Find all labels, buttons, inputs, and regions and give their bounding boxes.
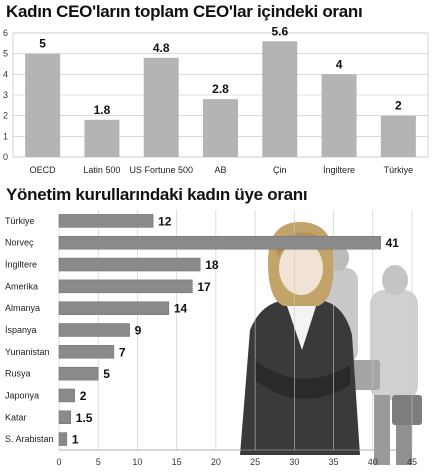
ceo-y-tick: 0	[3, 152, 8, 162]
chart-title-ceo: Kadın CEO'ların toplam CEO'lar içindeki …	[6, 2, 363, 21]
ceo-value-label: 5.6	[271, 24, 288, 38]
board-value-label: 12	[158, 214, 172, 228]
businesswoman-illustration	[240, 222, 422, 465]
chart-title-board: Yönetim kurullarındaki kadın üye oranı	[6, 185, 308, 204]
board-category-label: Almanya	[5, 303, 40, 313]
ceo-y-tick: 2	[3, 111, 8, 121]
ceo-category-label: US Fortune 500	[129, 165, 193, 175]
woman-jacket	[240, 300, 360, 455]
ceo-bar-chart: 0 1 2 3 4 5 6 5 OECD 1.8 Latin 500 4.8 US Fortune 50…	[3, 24, 429, 175]
ceo-y-tick: 5	[3, 49, 8, 59]
ceo-bar	[84, 119, 120, 157]
board-category-label: İngiltere	[5, 260, 37, 270]
board-bar	[58, 432, 68, 446]
ceo-category-label: Latin 500	[83, 165, 120, 175]
ceo-category-label: Çin	[273, 165, 287, 175]
ceo-y-tick: 3	[3, 90, 8, 100]
board-value-label: 18	[205, 258, 219, 272]
board-x-tick: 15	[172, 457, 182, 467]
board-bar	[58, 235, 381, 250]
ceo-category-label: İngiltere	[323, 165, 355, 175]
board-value-label: 7	[119, 345, 126, 359]
board-bar	[58, 279, 193, 294]
ceo-bar	[203, 99, 238, 157]
board-category-label: S. Arabistan	[5, 434, 54, 444]
man-right-leg	[374, 395, 390, 465]
board-category-label: Türkiye	[5, 216, 35, 226]
board-value-label: 41	[386, 236, 400, 250]
ceo-value-label: 2	[395, 99, 402, 113]
board-x-tick: 35	[329, 457, 339, 467]
board-value-label: 1.5	[76, 411, 93, 425]
board-x-tick: 40	[368, 457, 378, 467]
board-x-tick: 45	[407, 457, 417, 467]
board-value-label: 14	[174, 302, 188, 316]
board-value-label: 5	[103, 367, 110, 381]
ceo-y-tick: 1	[3, 131, 8, 141]
board-category-label: Amerika	[5, 281, 38, 291]
ceo-value-label: 4	[336, 57, 343, 71]
ceo-category-label: Türkiye	[384, 165, 414, 175]
woman-arms	[255, 360, 350, 399]
ceo-y-tick: 4	[3, 69, 8, 79]
board-x-tick: 10	[132, 457, 142, 467]
ceo-bar	[321, 74, 357, 157]
woman-shirt	[285, 300, 318, 350]
board-category-label: Rusya	[5, 369, 31, 379]
board-bar-chart: 0 5 10 15 20 25 30 35 40 4512Türkiye41Norveç18İng…	[5, 210, 417, 467]
board-x-tick: 5	[96, 457, 101, 467]
board-bar	[58, 345, 115, 359]
board-category-label: Norveç	[5, 238, 34, 248]
board-category-label: Japonya	[5, 390, 39, 400]
board-category-label: İspanya	[5, 325, 37, 335]
ceo-y-tick: 6	[3, 28, 8, 38]
ceo-value-label: 1.8	[94, 103, 111, 117]
ceo-category-label: OECD	[30, 165, 57, 175]
ceo-bar	[380, 115, 416, 157]
ceo-bar	[143, 57, 179, 157]
board-value-label: 2	[80, 389, 87, 403]
board-value-label: 17	[197, 280, 211, 294]
ceo-value-label: 4.8	[153, 41, 170, 55]
board-bar	[58, 323, 130, 337]
board-x-tick: 25	[250, 457, 260, 467]
man-right-head	[382, 265, 408, 295]
board-x-tick: 30	[289, 457, 299, 467]
board-x-tick: 20	[211, 457, 221, 467]
board-bar	[58, 410, 72, 425]
ceo-bar	[25, 53, 61, 157]
briefcase-icon	[392, 395, 422, 425]
board-bar	[58, 301, 170, 315]
ceo-value-label: 5	[39, 37, 46, 51]
board-x-tick: 0	[56, 457, 61, 467]
board-bar	[58, 388, 75, 403]
board-category-label: Katar	[5, 412, 27, 422]
man-right-torso	[370, 290, 418, 400]
ceo-value-label: 2.8	[212, 82, 229, 96]
board-category-label: Yunanistan	[5, 347, 50, 357]
woman-face	[279, 241, 323, 295]
board-value-label: 1	[72, 433, 79, 447]
board-bar	[58, 214, 154, 228]
board-bar	[58, 257, 201, 272]
ceo-category-label: AB	[214, 165, 226, 175]
board-value-label: 9	[135, 324, 142, 338]
board-bar	[58, 366, 99, 381]
ceo-bar	[262, 41, 298, 158]
